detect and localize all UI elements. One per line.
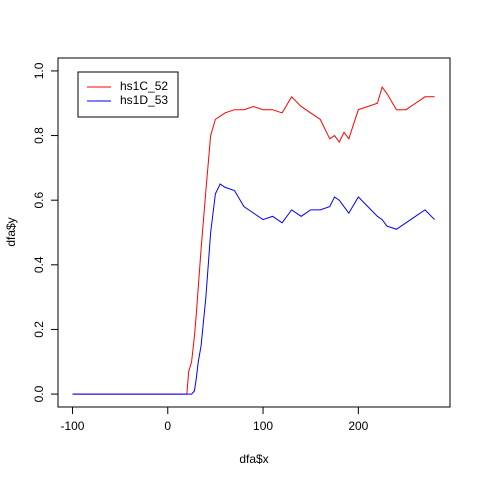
x-tick-label: 100	[253, 419, 273, 433]
y-tick-label: 0.8	[32, 127, 46, 144]
y-tick-label: 0.2	[32, 321, 46, 338]
x-tick-label: 200	[348, 419, 368, 433]
y-axis-label: dfa$y	[4, 217, 18, 246]
y-tick-label: 0.4	[32, 256, 46, 273]
x-tick-label: 0	[164, 419, 171, 433]
series-line	[72, 85, 435, 395]
x-tick-label: -100	[60, 419, 84, 433]
x-axis-label: dfa$x	[239, 452, 268, 466]
y-tick-label: 1.0	[32, 62, 46, 79]
y-tick-label: 0.0	[32, 385, 46, 402]
y-tick-label: 0.6	[32, 192, 46, 209]
legend-box	[77, 71, 179, 118]
series-line	[72, 183, 435, 395]
legend-label: hs1D_53	[120, 93, 168, 107]
legend-label: hs1C_52	[120, 79, 168, 93]
plot-box	[57, 57, 451, 408]
